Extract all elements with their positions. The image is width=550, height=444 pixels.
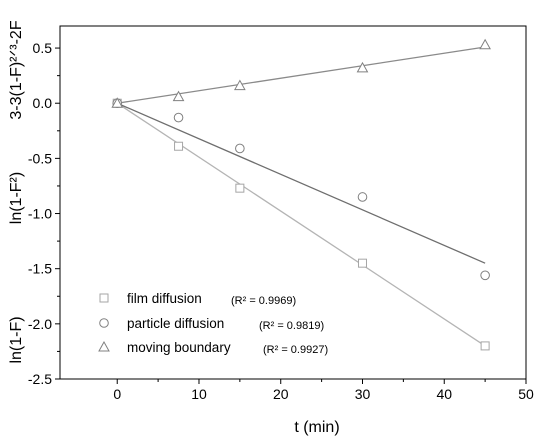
data-point <box>173 112 184 123</box>
legend-label: moving boundary <box>127 340 231 355</box>
data-point <box>235 143 245 154</box>
y-tick-label: -0.5 <box>28 150 52 166</box>
legend-r2: (R² = 0.9819) <box>259 320 324 332</box>
data-point <box>111 97 124 108</box>
y-tick-label: 0.0 <box>33 95 53 111</box>
data-point <box>357 258 367 268</box>
legend-label: particle diffusion <box>127 316 224 331</box>
plot-frame <box>59 25 527 380</box>
data-point <box>480 270 490 281</box>
data-point <box>356 61 369 73</box>
x-tick-label: 40 <box>436 386 452 402</box>
legend-marker <box>99 293 109 303</box>
data-point <box>479 38 491 50</box>
x-tick-label: 30 <box>355 386 371 402</box>
data-point <box>480 341 490 351</box>
y-axis: 0.5 0.0 -0.5 -1.0 -1.5 -2.0 -2.5 <box>28 40 60 387</box>
fit-line <box>117 46 486 104</box>
y-tick-label: -2.5 <box>28 371 52 387</box>
legend-marker <box>99 318 109 328</box>
legend-r2: (R² = 0.9927) <box>263 344 328 356</box>
fit-line <box>116 102 486 264</box>
y-tick-label: -2.0 <box>28 316 52 332</box>
legend: film diffusion (R² = 0.9969) particle diff… <box>98 291 328 356</box>
x-axis-title: t (min) <box>294 419 339 436</box>
x-tick-label: 10 <box>191 386 207 402</box>
x-tick-label: 0 <box>113 386 121 402</box>
data-point <box>172 90 185 102</box>
y-tick-label: -1.5 <box>28 261 52 277</box>
legend-marker <box>98 340 110 352</box>
legend-label: film diffusion <box>127 291 202 306</box>
data-points <box>111 38 491 351</box>
y-axis-title-part: 3-3(1-F)²ᐟ³-2F <box>8 20 25 119</box>
y-tick-label: -1.0 <box>28 206 52 222</box>
data-point <box>357 192 368 202</box>
y-tick-label: 0.5 <box>33 40 53 56</box>
fit-line <box>116 102 486 347</box>
data-point <box>174 141 184 151</box>
x-tick-label: 20 <box>273 386 289 402</box>
data-point <box>234 79 246 91</box>
data-point <box>235 183 245 193</box>
y-axis-title-part: ln(1-F²) <box>8 172 25 224</box>
y-axis-title-part: ln(1-F) <box>8 316 25 363</box>
x-axis: 0 10 20 30 40 50 <box>113 379 534 402</box>
x-tick-label: 50 <box>518 386 534 402</box>
y-axis-title: ln(1-F) ln(1-F²) 3-3(1-F)²ᐟ³-2F <box>8 20 25 363</box>
legend-r2: (R² = 0.9969) <box>231 295 296 307</box>
